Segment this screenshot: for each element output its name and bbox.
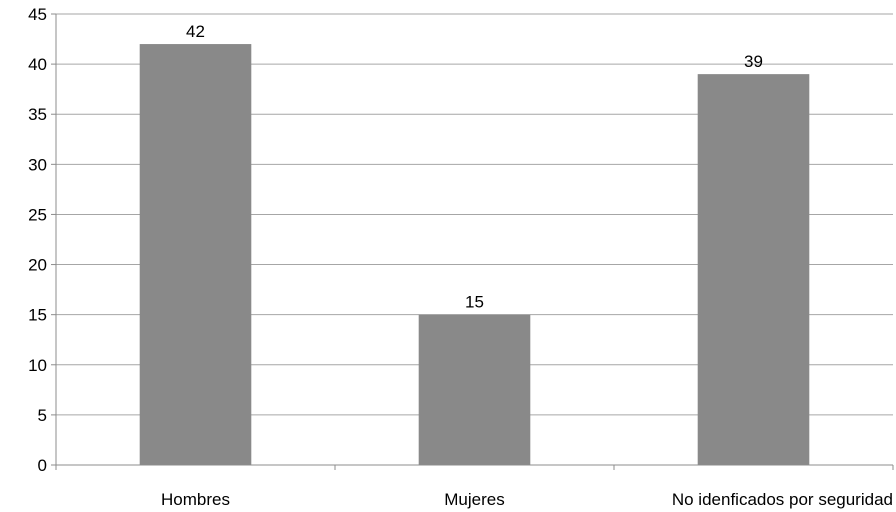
y-tick-label: 40 — [28, 55, 47, 74]
data-labels: 42 15 39 — [186, 22, 763, 312]
data-label: 39 — [744, 52, 763, 71]
bar-3 — [698, 74, 810, 465]
category-labels: Hombres Mujeres No idenficados por segurid… — [161, 490, 893, 509]
y-tick-label: 20 — [28, 256, 47, 275]
y-tick-label: 0 — [38, 456, 47, 475]
y-tick-label: 15 — [28, 306, 47, 325]
category-label: Hombres — [161, 490, 230, 509]
y-tick-label: 25 — [28, 205, 47, 224]
y-tick-labels: 0 5 10 15 20 25 30 35 40 45 — [28, 5, 47, 475]
data-label: 15 — [465, 293, 484, 312]
y-tick-label: 10 — [28, 356, 47, 375]
category-label: Mujeres — [444, 490, 504, 509]
bars — [140, 44, 810, 465]
bar-1 — [140, 44, 252, 465]
bar-2 — [419, 315, 531, 465]
data-label: 42 — [186, 22, 205, 41]
y-tick-label: 45 — [28, 5, 47, 24]
category-label: No idenficados por seguridad — [672, 490, 893, 509]
y-tick-label: 5 — [38, 406, 47, 425]
y-tick-label: 30 — [28, 155, 47, 174]
y-tick-label: 35 — [28, 105, 47, 124]
